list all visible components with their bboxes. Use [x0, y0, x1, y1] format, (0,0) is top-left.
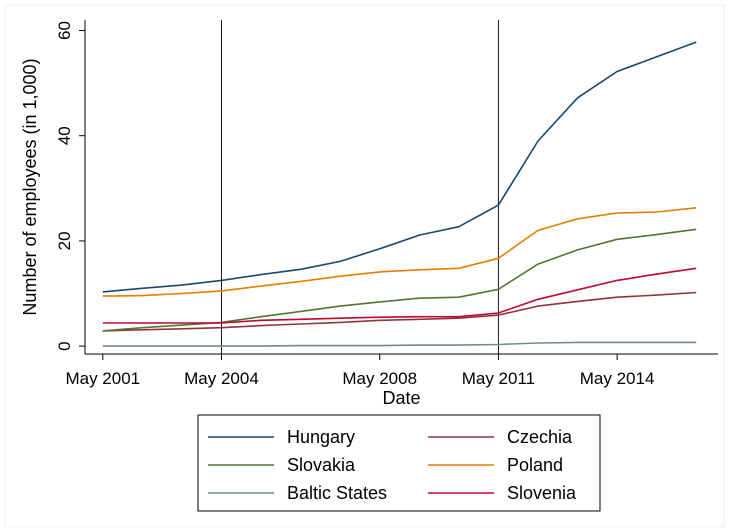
legend-label-poland: Poland [507, 455, 563, 475]
outer-frame [4, 4, 725, 528]
legend-label-slovenia: Slovenia [507, 483, 577, 503]
x-tick-label: May 2011 [462, 369, 535, 388]
series-line-slovenia [102, 267, 697, 324]
y-tick-label: 20 [55, 231, 74, 250]
series-line-poland [102, 207, 697, 297]
x-axis-title: Date [382, 388, 420, 408]
x-tick-label: May 2008 [342, 369, 417, 388]
x-tick-label: May 2014 [580, 369, 655, 388]
y-tick-label: 0 [55, 341, 74, 350]
legend-box [197, 414, 601, 512]
legend-label-baltic-states: Baltic States [287, 483, 387, 503]
legend-label-czechia: Czechia [507, 427, 573, 447]
series-line-czechia [102, 291, 697, 332]
y-axis-title: Number of employees (in 1,000) [20, 58, 40, 315]
y-tick-label: 40 [55, 126, 74, 145]
series-line-hungary [102, 41, 697, 293]
y-tick-label: 60 [55, 21, 74, 40]
x-tick-label: May 2004 [184, 369, 259, 388]
x-tick-label: May 2001 [65, 369, 140, 388]
series-line-slovakia [102, 228, 697, 332]
legend-label-slovakia: Slovakia [287, 455, 356, 475]
legend-label-hungary: Hungary [287, 427, 355, 447]
series-line-baltic-states [102, 341, 697, 347]
